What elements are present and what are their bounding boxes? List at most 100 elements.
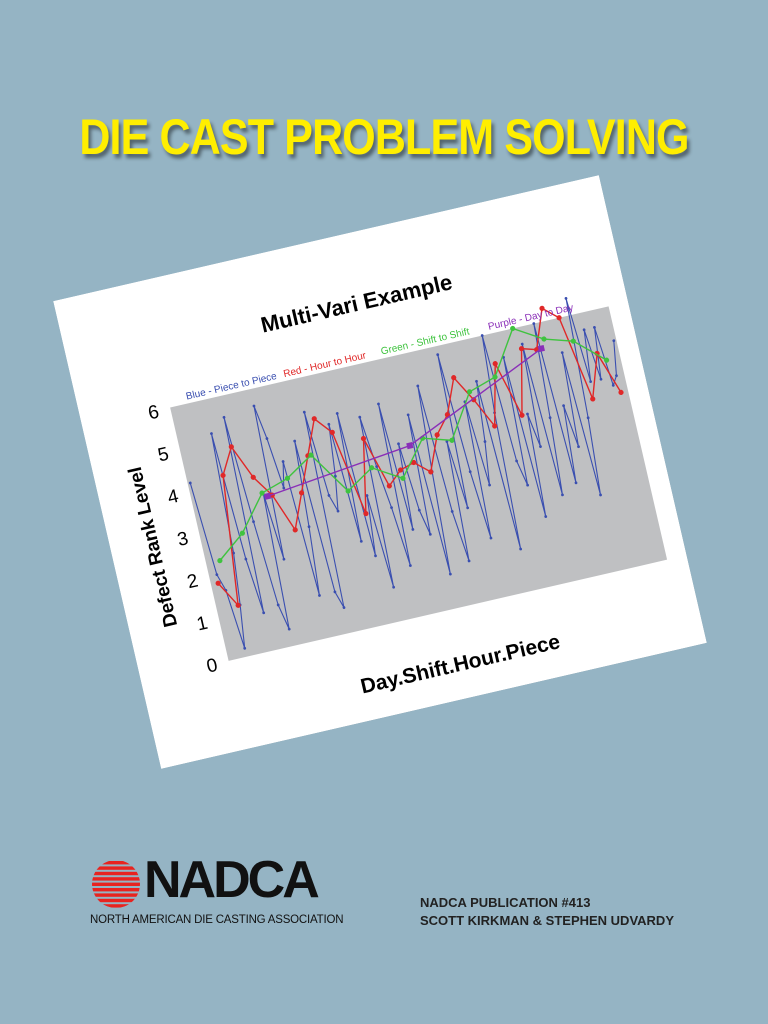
data-point [539,305,545,311]
data-point [560,351,564,355]
data-point [428,469,434,475]
y-tick-label: 3 [175,528,190,551]
data-point [466,506,470,510]
data-point [360,435,367,442]
y-axis: 0 1 2 3 4 5 6 [146,401,220,677]
data-point [392,585,396,589]
data-point [329,429,335,435]
globe-stripe [92,877,140,881]
y-tick-label: 4 [166,486,181,509]
data-point [358,415,362,419]
data-point [293,439,297,443]
series-layer [188,296,624,650]
data-point [445,440,449,443]
data-point [577,445,580,449]
data-point [615,374,618,378]
data-point [235,602,241,608]
data-point [532,322,536,326]
data-point [519,547,523,551]
data-point [544,515,548,518]
data-point [471,397,477,403]
globe-stripe [92,882,140,886]
data-point [345,488,351,494]
data-point [515,459,519,463]
data-point [318,594,321,597]
data-point [215,573,219,577]
data-point [526,412,529,416]
globe-stripe [92,898,140,903]
data-point [612,339,616,343]
data-point [342,606,346,609]
data-point [374,554,377,558]
y-tick-label: 0 [205,655,220,678]
data-point [390,506,393,510]
data-point [428,532,432,536]
data-point [492,423,498,429]
data-point [397,467,404,473]
data-point [599,493,602,497]
data-point [377,402,380,406]
data-point [574,481,578,485]
data-point [603,357,610,363]
data-point [541,336,547,342]
data-point [308,452,314,458]
logo-wordmark: NADCA [144,851,320,909]
data-point [287,627,291,631]
data-point [417,508,421,512]
y-tick-label: 1 [195,613,210,636]
data-point [582,328,586,332]
globe-stripe [92,904,140,908]
data-point [475,379,478,383]
data-point [434,432,440,438]
data-point [449,437,455,443]
data-point [222,415,226,419]
data-point [586,416,590,420]
data-point [448,572,452,576]
data-point [589,380,593,384]
data-point [284,475,291,481]
data-point [518,346,525,352]
data-point [520,342,524,346]
data-point [292,527,298,533]
nadca-logo: NADCA NORTH AMERICAN DIE CASTING ASSOCIA… [90,851,350,936]
data-point [327,494,331,497]
data-point [333,590,337,594]
data-point [262,611,266,615]
globe-stripe [92,893,140,897]
data-point [276,603,280,607]
data-point [250,474,256,480]
data-point [307,525,311,529]
publication-authors: SCOTT KIRKMAN & STEPHEN UDVARDY [420,913,674,928]
globe-stripe [92,866,140,870]
data-point [537,344,545,353]
data-point [451,375,457,381]
data-point [365,494,369,497]
data-point [282,557,286,561]
data-point [480,334,484,337]
data-point [436,353,440,357]
data-point [548,416,552,420]
data-point [561,493,564,497]
data-point [263,492,272,500]
data-point [188,481,192,485]
y-tick-label: 5 [156,444,171,467]
data-point [386,483,392,489]
data-point [526,483,530,487]
data-point [311,416,317,422]
data-point [298,490,305,496]
data-point [210,432,213,435]
data-point [519,412,525,418]
data-point [564,296,568,300]
globe-stripe [92,861,140,865]
data-point [492,361,498,367]
data-point [618,389,624,396]
data-point [510,325,516,332]
data-point [327,422,331,426]
data-point [406,442,414,450]
data-point [483,440,487,444]
data-point [599,377,603,381]
data-point [302,410,306,414]
data-point [259,490,265,496]
data-point [489,536,493,540]
